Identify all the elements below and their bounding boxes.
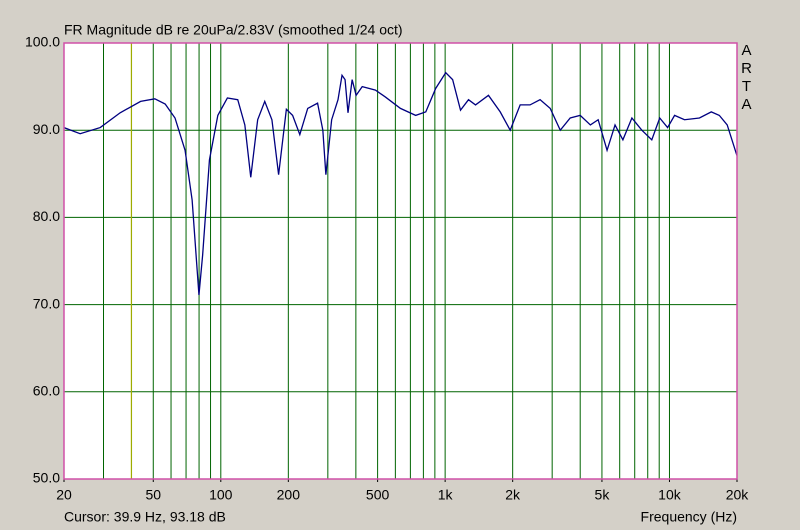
response-curve xyxy=(63,71,738,296)
x-tick-label: 200 xyxy=(277,487,301,503)
cursor-readout: Cursor: 39.9 Hz, 93.18 dB xyxy=(64,509,226,525)
y-tick-label: 100.0 xyxy=(25,34,60,50)
watermark: ARTA xyxy=(738,42,755,114)
x-tick-label: 100 xyxy=(209,487,233,503)
y-tick-label: 80.0 xyxy=(33,208,60,224)
x-tick-label: 500 xyxy=(366,487,390,503)
x-tick-label: 50 xyxy=(145,487,161,503)
plot-border xyxy=(63,42,738,480)
y-tick-label: 90.0 xyxy=(33,121,60,137)
x-tick-label: 2k xyxy=(505,487,521,503)
x-tick-label: 5k xyxy=(595,487,611,503)
y-tick-label: 60.0 xyxy=(33,383,60,399)
x-tick-label: 1k xyxy=(438,487,454,503)
x-tick-label: 20k xyxy=(726,487,750,503)
y-tick-label: 70.0 xyxy=(33,295,60,311)
plot-area xyxy=(64,43,737,479)
x-tick-label: 10k xyxy=(658,487,682,503)
x-axis-label: Frequency (Hz) xyxy=(641,509,737,525)
chart-title: FR Magnitude dB re 20uPa/2.83V (smoothed… xyxy=(64,22,403,38)
y-tick-label: 50.0 xyxy=(33,470,60,486)
x-tick-label: 20 xyxy=(56,487,72,503)
